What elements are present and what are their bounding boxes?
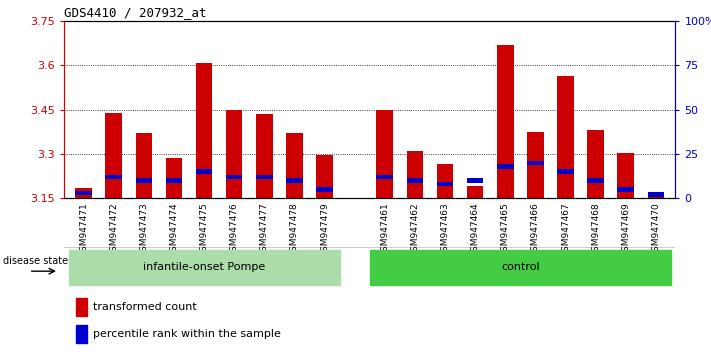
Bar <box>587 130 604 198</box>
Bar <box>316 187 333 192</box>
Text: GSM947475: GSM947475 <box>200 202 208 257</box>
Text: GSM947478: GSM947478 <box>290 202 299 257</box>
Text: control: control <box>501 262 540 272</box>
Bar <box>286 133 303 198</box>
Text: GSM947479: GSM947479 <box>320 202 329 257</box>
Bar <box>437 182 454 186</box>
Text: GSM947474: GSM947474 <box>169 202 178 257</box>
Bar <box>316 155 333 198</box>
Text: transformed count: transformed count <box>93 302 197 312</box>
Bar <box>527 132 544 198</box>
Bar <box>648 193 664 197</box>
Text: disease state: disease state <box>4 256 68 267</box>
Bar <box>587 178 604 183</box>
Text: GSM947472: GSM947472 <box>109 202 118 257</box>
Text: GSM947470: GSM947470 <box>651 202 661 257</box>
Bar <box>166 158 182 198</box>
Bar <box>407 178 423 183</box>
Bar <box>437 164 454 198</box>
Bar <box>166 178 182 183</box>
Bar <box>286 178 303 183</box>
Bar <box>226 175 242 179</box>
Bar <box>467 187 483 198</box>
Bar <box>196 63 213 198</box>
Text: GSM947463: GSM947463 <box>441 202 449 257</box>
Bar <box>105 175 122 179</box>
Bar <box>136 178 152 183</box>
Bar <box>370 250 671 285</box>
Bar <box>76 325 87 343</box>
Text: GSM947464: GSM947464 <box>471 202 480 257</box>
Bar <box>407 151 423 198</box>
Bar <box>527 161 544 165</box>
Text: GSM947477: GSM947477 <box>260 202 269 257</box>
Bar <box>497 45 513 198</box>
Text: GSM947476: GSM947476 <box>230 202 239 257</box>
Bar <box>617 153 634 198</box>
Bar <box>557 170 574 174</box>
Text: GSM947468: GSM947468 <box>591 202 600 257</box>
Text: GSM947471: GSM947471 <box>79 202 88 257</box>
Text: GDS4410 / 207932_at: GDS4410 / 207932_at <box>64 6 206 19</box>
Text: GSM947466: GSM947466 <box>531 202 540 257</box>
Bar <box>256 175 272 179</box>
Bar <box>226 110 242 198</box>
Bar <box>75 188 92 198</box>
Text: GSM947467: GSM947467 <box>561 202 570 257</box>
Text: percentile rank within the sample: percentile rank within the sample <box>93 329 282 339</box>
Text: infantile-onset Pompe: infantile-onset Pompe <box>143 262 265 272</box>
Bar <box>256 114 272 198</box>
Bar <box>196 170 213 174</box>
Text: GSM947469: GSM947469 <box>621 202 630 257</box>
Text: GSM947465: GSM947465 <box>501 202 510 257</box>
Text: GSM947462: GSM947462 <box>410 202 419 257</box>
Bar <box>648 197 664 198</box>
Bar <box>76 297 87 315</box>
Text: GSM947473: GSM947473 <box>139 202 149 257</box>
Bar <box>105 113 122 198</box>
Bar <box>467 178 483 183</box>
Bar <box>557 76 574 198</box>
Bar <box>75 191 92 195</box>
Text: GSM947461: GSM947461 <box>380 202 390 257</box>
Bar <box>377 110 393 198</box>
Bar <box>617 187 634 192</box>
Bar <box>68 250 340 285</box>
Bar <box>497 164 513 169</box>
Bar <box>136 133 152 198</box>
Bar <box>377 175 393 179</box>
